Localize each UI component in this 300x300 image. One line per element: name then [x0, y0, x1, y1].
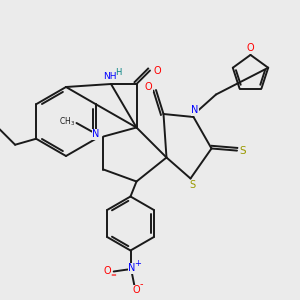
Text: N: N: [92, 129, 100, 139]
Text: =: =: [110, 272, 116, 278]
Text: O: O: [132, 285, 140, 295]
Text: -: -: [139, 279, 143, 289]
Text: N: N: [128, 263, 135, 273]
Text: S: S: [189, 180, 195, 190]
Text: O: O: [247, 43, 254, 53]
Text: H: H: [115, 68, 122, 77]
Text: N: N: [191, 105, 199, 116]
Text: O: O: [154, 65, 161, 76]
Text: S: S: [240, 146, 246, 156]
Text: NH: NH: [103, 72, 116, 81]
Text: O: O: [104, 266, 112, 277]
Text: CH$_3$: CH$_3$: [59, 115, 75, 128]
Text: O: O: [145, 82, 152, 92]
Text: +: +: [134, 259, 140, 268]
